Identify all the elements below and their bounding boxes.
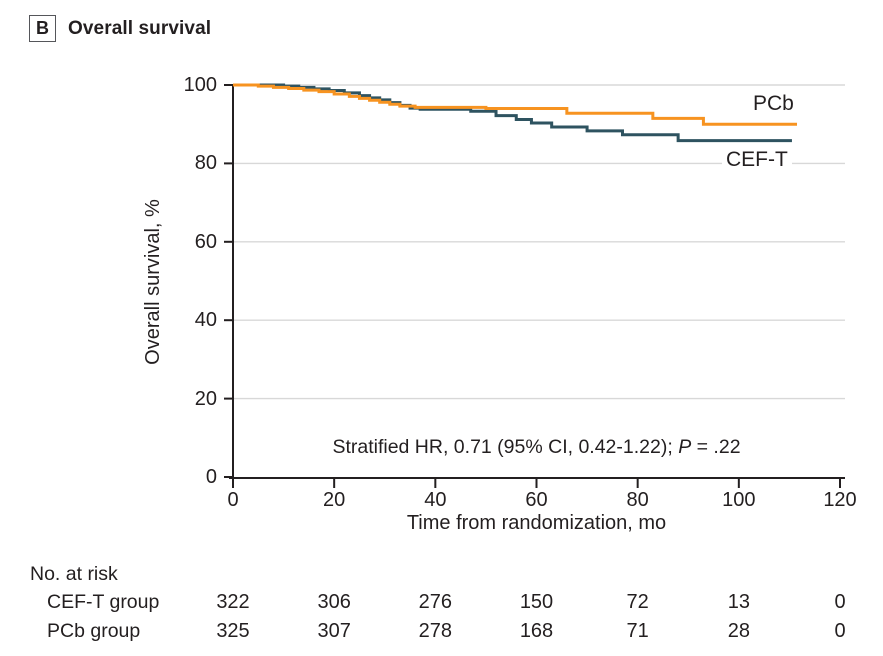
risk-count: 278 [418,620,453,642]
y-tick-label: 80 [194,152,217,175]
p-symbol: P [678,436,692,458]
risk-count: 276 [418,591,453,613]
p-value: = .22 [691,436,741,458]
ceft-survival-curve [233,83,792,143]
risk-table-title: No. at risk [30,563,118,585]
risk-count: 71 [626,620,649,642]
risk-row-label-pcb: PCb group [47,620,141,642]
hr-annotation-text: Stratified HR, 0.71 (95% CI, 0.42-1.22); [332,436,679,458]
risk-count: 28 [727,620,750,642]
x-tick-label: 40 [424,489,447,511]
risk-count: 322 [216,591,250,613]
risk-count: 72 [626,591,649,613]
hr-annotation: Stratified HR, 0.71 (95% CI, 0.42-1.22);… [233,436,840,459]
x-tick-label: 120 [823,489,857,511]
ceft-curve-label: CEF-T [722,148,792,172]
y-tick-label: 20 [194,387,217,410]
x-tick-label: 80 [626,489,649,511]
risk-count: 13 [727,591,750,613]
y-axis-title: Overall survival, % [142,199,164,365]
risk-count: 0 [834,620,846,642]
panel-title: Overall survival [68,18,212,39]
x-tick-label: 0 [227,489,239,511]
risk-count: 150 [519,591,554,613]
x-tick-label: 100 [722,489,756,511]
pcb-curve-label: PCb [749,92,798,116]
x-tick-label: 60 [525,489,548,511]
y-tick-label: 100 [183,74,217,96]
x-axis-title: Time from randomization, mo [406,512,667,534]
x-tick-label: 20 [323,489,346,511]
panel-letter-badge: B [29,15,56,42]
risk-row-label-ceft: CEF-T group [47,591,160,613]
y-tick-label: 60 [194,230,217,253]
axes [224,84,845,488]
risk-count: 307 [317,620,351,642]
risk-count: 306 [317,591,351,613]
risk-count: 0 [834,591,846,613]
risk-count: 325 [216,620,250,642]
risk-count: 168 [519,620,554,642]
pcb-survival-curve [233,83,798,126]
km-plot-canvas [224,83,845,488]
y-tick-label: 40 [194,309,217,332]
gridlines [233,84,845,400]
y-tick-label: 0 [205,466,217,488]
